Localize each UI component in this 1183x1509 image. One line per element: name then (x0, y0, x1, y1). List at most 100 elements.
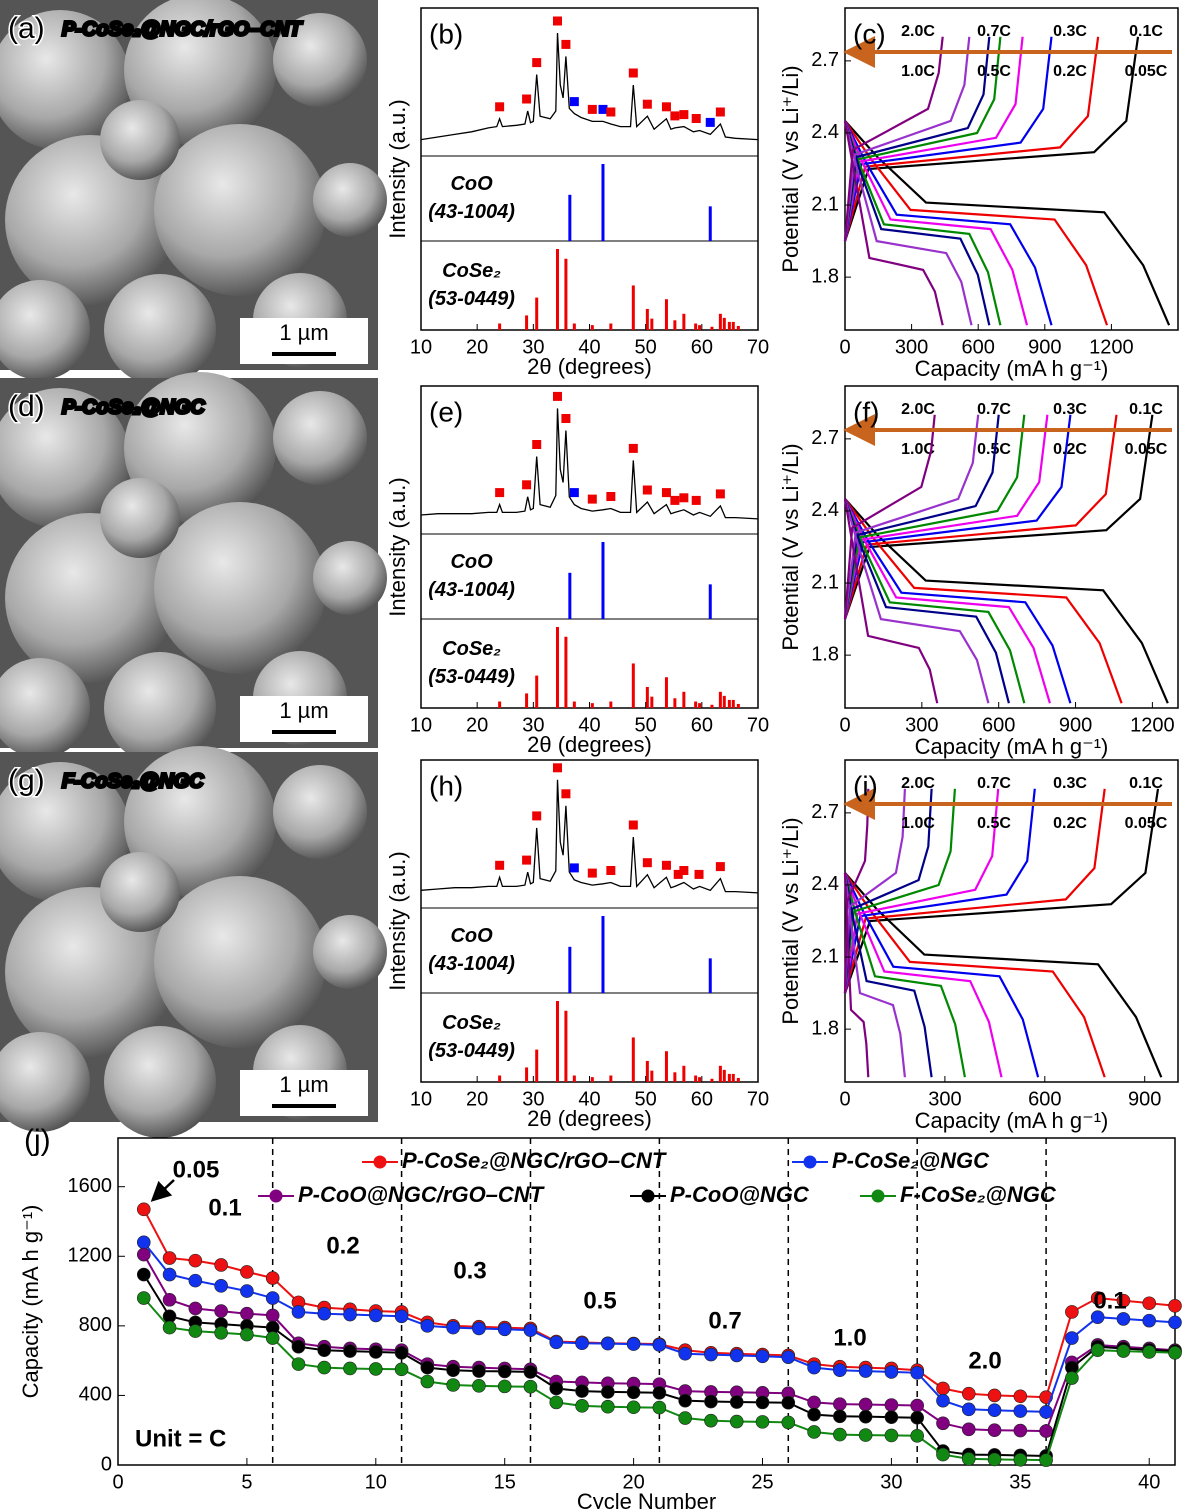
x-axis-label: Capacity (mA h g⁻¹) (915, 734, 1109, 759)
phase-marker (588, 495, 597, 504)
data-point (137, 1292, 150, 1305)
data-point (163, 1293, 176, 1306)
data-point (1014, 1453, 1027, 1466)
data-point (137, 1236, 150, 1249)
data-point (859, 1429, 872, 1442)
data-point (189, 1325, 202, 1338)
data-point (730, 1396, 743, 1409)
phase-marker (495, 861, 504, 870)
data-point (163, 1321, 176, 1334)
y-tick-label: 1.8 (811, 265, 839, 287)
data-point (240, 1265, 253, 1278)
phase-marker (662, 488, 671, 497)
x-axis-label: 2θ (degrees) (527, 354, 652, 379)
x-tick-label: 60 (691, 714, 713, 736)
data-point (936, 1394, 949, 1407)
legend-label: P-CoSe₂@NGC (832, 1148, 990, 1173)
panel-label: (a) (8, 12, 45, 45)
data-point (189, 1302, 202, 1315)
data-point (782, 1416, 795, 1429)
data-point (576, 1337, 589, 1350)
data-point (962, 1423, 975, 1436)
data-point (369, 1362, 382, 1375)
data-point (1117, 1345, 1130, 1358)
x-tick-label: 10 (410, 1088, 432, 1110)
y-axis-label: Potential (V vs Li⁺/Li) (778, 65, 803, 272)
panel-label: (g) (8, 764, 45, 797)
data-point (447, 1364, 460, 1377)
data-point (730, 1349, 743, 1362)
rate-label: 1.0C (901, 815, 935, 832)
data-point (756, 1396, 769, 1409)
y-axis-label: Capacity (mA h g⁻¹) (18, 1205, 43, 1399)
data-point (653, 1338, 666, 1351)
data-point (550, 1396, 563, 1409)
data-point (447, 1321, 460, 1334)
phase-marker (598, 105, 607, 114)
scale-bar-label: 1 µm (279, 1072, 328, 1097)
phase-marker (588, 869, 597, 878)
data-point (704, 1414, 717, 1427)
data-point (653, 1386, 666, 1399)
data-point (653, 1401, 666, 1414)
x-axis-label: 2θ (degrees) (527, 1106, 652, 1131)
particle (154, 124, 326, 296)
x-tick-label: 20 (466, 714, 488, 736)
rate-label: 0.3C (1053, 401, 1087, 418)
data-point (808, 1361, 821, 1374)
phase-marker (522, 95, 531, 104)
particle (154, 876, 326, 1048)
data-point (962, 1387, 975, 1400)
phase-marker (570, 97, 579, 106)
x-tick-label: 900 (1128, 1088, 1161, 1110)
data-point (1040, 1425, 1053, 1438)
y-axis-label: Intensity (a.u.) (385, 851, 410, 990)
data-point (936, 1382, 949, 1395)
y-axis-label: Intensity (a.u.) (385, 477, 410, 616)
phase-marker (679, 110, 688, 119)
data-point (1169, 1316, 1182, 1329)
phase-marker (670, 496, 679, 505)
phase-marker (679, 493, 688, 502)
rate-label: 0.7C (977, 401, 1011, 418)
phase-marker (643, 100, 652, 109)
data-point (911, 1399, 924, 1412)
legend-marker (642, 1190, 655, 1203)
phase-marker (629, 69, 638, 78)
panel-label: (j) (24, 1124, 51, 1157)
data-point (1143, 1314, 1156, 1327)
x-axis-label: Capacity (mA h g⁻¹) (915, 1108, 1109, 1133)
x-axis-label: 2θ (degrees) (527, 732, 652, 757)
data-point (885, 1398, 898, 1411)
rate-label: 0.2 (326, 1232, 359, 1259)
data-point (988, 1424, 1001, 1437)
data-point (137, 1248, 150, 1261)
data-point (885, 1411, 898, 1424)
rate-label: 0.1 (208, 1194, 241, 1221)
data-point (833, 1428, 846, 1441)
y-tick-label: 2.4 (811, 873, 839, 895)
data-point (859, 1365, 872, 1378)
data-point (421, 1361, 434, 1374)
data-point (601, 1385, 614, 1398)
data-point (369, 1309, 382, 1322)
data-point (1169, 1299, 1182, 1312)
data-point (472, 1322, 485, 1335)
data-point (988, 1453, 1001, 1466)
rate-label: 1.0 (833, 1324, 866, 1351)
data-point (266, 1272, 279, 1285)
phase-marker (553, 763, 562, 772)
data-point (1014, 1405, 1027, 1418)
x-tick-label: 0 (112, 1471, 123, 1493)
y-tick-label: 1.8 (811, 643, 839, 665)
rate-label: 0.5 (583, 1287, 616, 1314)
data-point (859, 1410, 872, 1423)
y-tick-label: 2.1 (811, 193, 839, 215)
data-point (704, 1348, 717, 1361)
legend-marker (270, 1190, 283, 1203)
x-tick-label: 30 (880, 1471, 902, 1493)
particle (104, 1026, 216, 1138)
plot-frame (845, 8, 1178, 330)
phase-marker (588, 105, 597, 114)
data-point (962, 1452, 975, 1465)
